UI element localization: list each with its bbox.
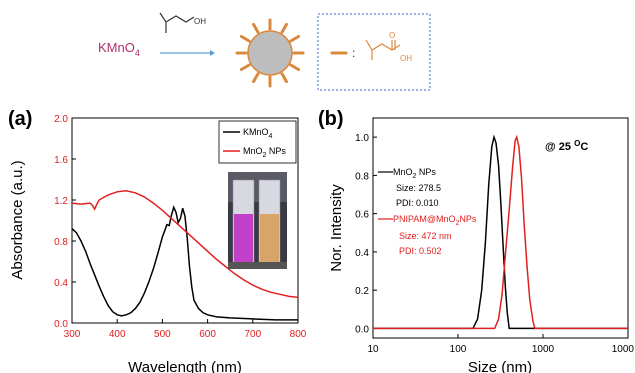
- panel-b-x-ticks: 10 100 1000 1000: [367, 334, 634, 355]
- mno2-size-text: Size: 278.5: [396, 183, 441, 193]
- mno2-cuvette: [260, 214, 279, 262]
- ligand-spike: [291, 37, 299, 42]
- x-tick-label: 600: [199, 329, 216, 340]
- reagent-label: KMnO4: [98, 40, 140, 58]
- reaction-scheme: KMnO4 OH : O: [98, 13, 430, 90]
- ligand-spike: [282, 74, 287, 82]
- panel-b-label: (b): [318, 108, 344, 130]
- alcohol-structure: [160, 13, 194, 33]
- y-tick-label: 0.8: [355, 171, 369, 182]
- ligand-legend-box: : O OH: [318, 14, 430, 90]
- panel-a: (a) 0.00.40.81.21.62.0 300 400 500 600 700 80…: [8, 108, 307, 373]
- ligand-spike: [254, 24, 259, 32]
- x-tick-label: 100: [450, 344, 467, 355]
- y-tick-label: 1.6: [54, 155, 68, 166]
- cuvette-photo-inset: [228, 172, 287, 269]
- temperature-annotation: @ 25 OC: [545, 139, 588, 153]
- alcohol-oh-label: OH: [194, 17, 206, 26]
- pnipam-pdi-text: PDI: 0.502: [399, 246, 442, 256]
- y-tick-label: 1.2: [54, 196, 68, 207]
- panel-b-y-ticks: 0.0 0.2 0.4 0.6 0.8 1.0: [355, 133, 377, 335]
- y-tick-label: 0.4: [54, 278, 68, 289]
- y-tick-label: 2.0: [54, 114, 68, 125]
- y-tick-label: 0.2: [355, 286, 369, 297]
- x-tick-label: 700: [244, 329, 261, 340]
- x-tick-label: 500: [154, 329, 171, 340]
- y-tick-label: 0.4: [355, 248, 369, 259]
- nanoparticle-icon: [237, 20, 303, 86]
- x-tick-label: 800: [290, 329, 307, 340]
- y-tick-label: 1.0: [355, 133, 369, 144]
- y-tick-label: 0.6: [355, 210, 369, 221]
- x-tick-label: 1000: [612, 344, 635, 355]
- panel-b: (b) 0.0 0.2 0.4 0.6 0.8 1.0 10 100 1000 1000 Nor…: [318, 108, 634, 373]
- x-tick-label: 300: [64, 329, 81, 340]
- y-tick-label: 0.0: [355, 324, 369, 335]
- acid-o-label: O: [389, 31, 395, 40]
- acid-structure: [366, 40, 400, 60]
- svg-text:PNIPAM@MnO2NPs: PNIPAM@MnO2NPs: [393, 214, 477, 227]
- ligand-spike: [291, 65, 299, 70]
- ligand-spike: [282, 24, 287, 32]
- panel-b-red-label: PNIPAM@MnO2NPs Size: 472 nm PDI: 0.502: [378, 214, 477, 256]
- svg-text:MnO2 NPs: MnO2 NPs: [393, 167, 436, 180]
- ligand-spike: [254, 74, 259, 82]
- panel-a-y-label: Absorbance (a.u.): [9, 160, 26, 279]
- acid-oh-label: OH: [400, 54, 412, 63]
- mno2-pdi-text: PDI: 0.010: [396, 198, 439, 208]
- panel-a-legend: KMnO4 MnO2 NPs: [219, 121, 296, 163]
- ligand-colon: :: [352, 46, 355, 60]
- panel-b-x-label: Size (nm): [468, 359, 532, 373]
- panel-a-x-label: Wavelength (nm): [128, 359, 242, 373]
- panel-a-y-ticks: 0.00.40.81.21.62.0: [54, 114, 76, 330]
- panel-a-label: (a): [8, 108, 32, 130]
- ligand-spike: [241, 65, 249, 70]
- kmno4-cuvette: [234, 214, 253, 262]
- panel-b-black-label: MnO2 NPs Size: 278.5 PDI: 0.010: [378, 167, 441, 208]
- x-tick-label: 400: [109, 329, 126, 340]
- y-tick-label: 0.8: [54, 237, 68, 248]
- ligand-spike: [241, 37, 249, 42]
- reaction-arrow: [160, 50, 215, 56]
- x-tick-label: 10: [367, 344, 379, 355]
- pnipam-size-text: Size: 472 nm: [399, 231, 452, 241]
- panel-a-x-ticks: 300 400 500 600 700 800: [64, 319, 307, 340]
- x-tick-label: 1000: [532, 344, 555, 355]
- panel-b-y-label: Nor. Intensity: [328, 184, 345, 272]
